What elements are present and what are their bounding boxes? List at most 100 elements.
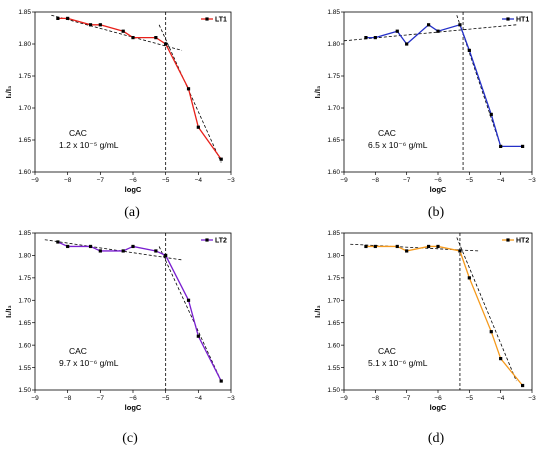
data-point xyxy=(66,16,70,20)
data-point xyxy=(467,48,471,52)
data-point xyxy=(364,244,368,249)
cac-label: CAC xyxy=(378,128,396,138)
data-point xyxy=(405,249,409,253)
y-axis-title: I₁/I₃ xyxy=(4,305,13,318)
x-axis-title: logC xyxy=(430,403,447,412)
fit-line-premicellar xyxy=(51,14,183,51)
data-point xyxy=(405,42,409,46)
y-tick-label: 1.75 xyxy=(18,73,31,80)
x-tick-label: −3 xyxy=(227,177,235,184)
x-tick-label: −9 xyxy=(31,177,39,184)
data-point xyxy=(186,87,191,91)
legend-marker xyxy=(205,238,209,242)
data-point xyxy=(164,253,168,258)
x-tick-label: −6 xyxy=(129,177,137,184)
y-tick-label: 1.70 xyxy=(327,105,340,112)
y-tick-label: 1.80 xyxy=(18,253,31,260)
x-tick-label: −7 xyxy=(97,395,105,402)
y-tick-label: 1.55 xyxy=(18,365,31,372)
panel-label: (c) xyxy=(122,431,138,446)
y-tick-label: 1.65 xyxy=(18,320,31,327)
data-point xyxy=(458,23,462,27)
data-point xyxy=(395,244,399,249)
data-point xyxy=(499,144,503,148)
data-point xyxy=(395,29,399,33)
y-tick-label: 1.50 xyxy=(327,387,340,394)
x-tick-label: −4 xyxy=(497,177,505,184)
legend-marker xyxy=(506,17,510,21)
y-tick-label: 1.80 xyxy=(18,41,31,48)
y-tick-label: 1.65 xyxy=(327,137,340,144)
x-tick-label: −6 xyxy=(434,395,442,402)
x-axis-title: logC xyxy=(430,185,447,194)
y-tick-label: 1.80 xyxy=(327,253,340,260)
cac-value: 6.5 x 10⁻⁶ g/mL xyxy=(368,140,428,150)
y-tick-label: 1.75 xyxy=(327,275,340,282)
data-point xyxy=(373,244,377,249)
data-point xyxy=(427,244,431,249)
data-point xyxy=(131,36,135,40)
data-point xyxy=(499,357,503,361)
x-tick-label: −3 xyxy=(528,395,536,402)
x-tick-label: −8 xyxy=(64,395,72,402)
data-point xyxy=(364,36,368,40)
fit-line-premicellar xyxy=(44,239,183,261)
data-point xyxy=(186,298,191,302)
legend-marker xyxy=(506,238,510,242)
x-tick-label: −4 xyxy=(195,395,203,402)
panel-label: (b) xyxy=(428,205,445,220)
y-tick-label: 1.55 xyxy=(327,365,340,372)
panel-label: (a) xyxy=(124,205,140,220)
y-tick-label: 1.75 xyxy=(327,73,340,80)
panel-lt2: −9 −8 −7 −6 −5 −4 −3 1.50 1.55 1.60 1.65 1.70 1.75 1.… xyxy=(4,230,235,412)
x-tick-label: −9 xyxy=(340,395,348,402)
x-tick-label: −6 xyxy=(129,395,137,402)
x-tick-label: −8 xyxy=(372,177,380,184)
data-point xyxy=(154,36,158,40)
y-axis-title: I₁/I₃ xyxy=(313,305,322,318)
x-tick-label: −4 xyxy=(497,395,505,402)
fit-line-premicellar xyxy=(344,24,517,42)
x-tick-label: −5 xyxy=(162,395,170,402)
y-tick-label: 1.85 xyxy=(18,9,31,16)
legend-label: LT1 xyxy=(215,17,227,24)
data-point xyxy=(489,112,493,116)
panel-ht1: −9 −8 −7 −6 −5 −4 −3 1.60 1.65 1.70 1.75 1.80 1.85 lo… xyxy=(313,9,536,194)
y-tick-label: 1.85 xyxy=(327,230,340,237)
cac-value: 1.2 x 10⁻⁵ g/mL xyxy=(59,140,119,150)
x-tick-label: −7 xyxy=(403,177,411,184)
series-line xyxy=(57,17,222,160)
data-point xyxy=(66,244,70,249)
data-point xyxy=(196,334,200,338)
x-tick-label: −5 xyxy=(162,177,170,184)
y-tick-label: 1.70 xyxy=(18,105,31,112)
data-point xyxy=(98,23,102,27)
data-point xyxy=(98,249,102,253)
y-tick-label: 1.50 xyxy=(18,387,31,394)
y-tick-label: 1.60 xyxy=(327,342,340,349)
cac-label: CAC xyxy=(378,346,396,356)
data-point xyxy=(521,144,525,148)
y-tick-label: 1.60 xyxy=(18,342,31,349)
cac-label: CAC xyxy=(69,346,87,356)
data-point xyxy=(88,244,93,249)
data-point xyxy=(436,29,440,33)
cac-label: CAC xyxy=(69,128,87,138)
panel-ht2: −9 −8 −7 −6 −5 −4 −3 1.50 1.55 1.60 1.65 1.70 1.75 1.… xyxy=(313,230,536,412)
data-point xyxy=(56,16,60,20)
legend-label: LT2 xyxy=(215,238,227,245)
x-tick-label: −9 xyxy=(340,177,348,184)
fit-line-postmicellar xyxy=(456,15,502,147)
y-tick-label: 1.85 xyxy=(327,9,340,16)
x-tick-label: −3 xyxy=(227,395,235,402)
y-tick-label: 1.75 xyxy=(18,275,31,282)
x-tick-label: −8 xyxy=(64,177,72,184)
cac-value: 5.1 x 10⁻⁶ g/mL xyxy=(368,358,428,368)
legend-label: HT2 xyxy=(516,238,529,245)
x-axis-title: logC xyxy=(125,403,142,412)
y-tick-label: 1.70 xyxy=(327,297,340,304)
y-tick-label: 1.85 xyxy=(18,230,31,237)
x-tick-label: −9 xyxy=(31,395,39,402)
y-tick-label: 1.65 xyxy=(18,137,31,144)
y-tick-label: 1.60 xyxy=(18,169,31,176)
